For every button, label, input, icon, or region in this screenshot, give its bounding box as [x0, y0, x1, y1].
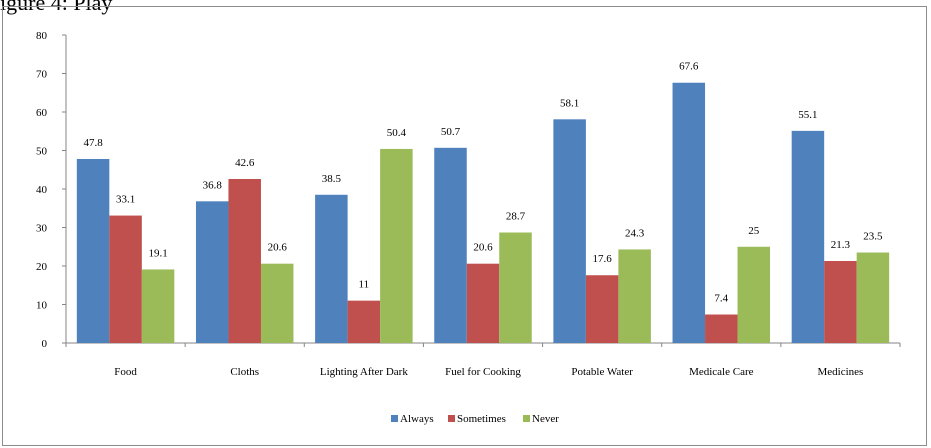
- y-tick-label: 40: [36, 184, 48, 196]
- y-tick-label: 20: [36, 261, 48, 273]
- bar-never: [856, 252, 890, 343]
- bar-sometimes: [228, 178, 261, 343]
- data-label: 67.6: [679, 61, 699, 73]
- data-label: 50.7: [441, 126, 461, 138]
- data-label: 7.4: [714, 293, 728, 305]
- bar-sometimes: [466, 263, 500, 343]
- legend-swatch-never: [523, 415, 530, 422]
- y-tick-label: 30: [36, 223, 48, 235]
- data-label: 47.8: [83, 137, 103, 149]
- y-tick-label: 80: [36, 30, 48, 42]
- data-label: 11: [359, 279, 370, 291]
- x-category-label: Medicale Care: [689, 366, 754, 378]
- y-tick-label: 60: [36, 107, 48, 119]
- chart-frame: [2, 6, 927, 446]
- data-labels-group: 47.8 33.1 19.1 36.8 42.6 20.6 38.5 11 50.4 50.7 20…: [83, 61, 883, 305]
- data-label: 36.8: [203, 179, 223, 191]
- x-category-label: Medicines: [818, 366, 864, 378]
- bar-always: [76, 158, 110, 343]
- data-label: 23.5: [863, 231, 883, 243]
- data-label: 19.1: [148, 247, 167, 259]
- data-label: 33.1: [116, 194, 135, 206]
- bar-never: [260, 263, 294, 343]
- bar-never: [737, 246, 771, 343]
- bar-always: [434, 147, 467, 343]
- legend-label: Never: [532, 413, 559, 425]
- data-label: 55.1: [798, 109, 817, 121]
- bar-sometimes: [705, 314, 738, 343]
- y-axis: 0 10 20 30 40 50 60 70 80: [36, 30, 67, 350]
- bar-never: [380, 148, 413, 343]
- y-tick-label: 70: [36, 69, 48, 81]
- legend-label: Always: [400, 413, 434, 425]
- bar-always: [553, 119, 586, 343]
- data-label: 24.3: [625, 227, 645, 239]
- data-label: 21.3: [831, 239, 851, 251]
- bar-always: [672, 82, 706, 344]
- bar-sometimes: [109, 215, 142, 343]
- y-tick-label: 10: [36, 300, 48, 312]
- data-label: 28.7: [506, 211, 526, 223]
- bar-sometimes: [347, 300, 381, 343]
- y-tick-label: 0: [42, 338, 48, 350]
- bar-always: [195, 201, 229, 343]
- x-category-label: Lighting After Dark: [320, 366, 408, 378]
- legend-label: Sometimes: [457, 413, 506, 425]
- data-label: 38.5: [322, 173, 342, 185]
- x-category-label: Food: [114, 366, 137, 378]
- data-label: 42.6: [235, 157, 255, 169]
- data-label: 25: [748, 225, 760, 237]
- data-label: 17.6: [593, 253, 613, 265]
- data-label: 58.1: [560, 97, 579, 109]
- partial-caption-text: igure 4: Play: [0, 0, 113, 15]
- bar-always: [315, 194, 348, 343]
- bar-sometimes: [585, 275, 619, 343]
- bar-never: [618, 249, 651, 343]
- x-category-label: Fuel for Cooking: [445, 366, 521, 378]
- x-category-label: Potable Water: [571, 366, 633, 378]
- data-label: 20.6: [473, 242, 493, 254]
- data-label: 50.4: [387, 127, 407, 139]
- data-label: 20.6: [268, 242, 288, 254]
- bar-never: [141, 269, 175, 343]
- y-tick-label: 50: [36, 146, 48, 158]
- legend: Always Sometimes Never: [391, 413, 559, 425]
- bar-always: [791, 130, 825, 343]
- x-axis: Food Cloths Lighting After Dark Fuel for Co…: [65, 342, 901, 378]
- x-category-label: Cloths: [230, 366, 259, 378]
- bars-group: [76, 82, 890, 344]
- bar-sometimes: [824, 260, 857, 343]
- legend-swatch-sometimes: [448, 415, 455, 422]
- bar-never: [499, 232, 532, 343]
- legend-swatch-always: [391, 415, 398, 422]
